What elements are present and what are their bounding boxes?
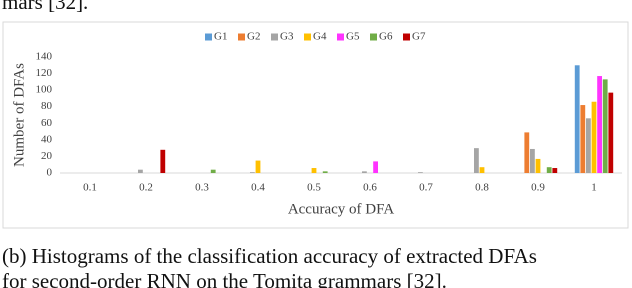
bar [535,158,541,173]
legend-label: G2 [247,31,260,43]
legend-label: G7 [412,31,426,43]
bar [524,132,530,173]
legend-swatch [370,33,377,41]
bar [255,160,261,173]
legend-swatch [238,33,245,41]
bar [530,148,535,173]
y-tick-label: 20 [41,150,53,162]
bar [591,101,597,173]
legend-swatch [403,33,410,41]
y-tick-label: 120 [36,67,53,79]
x-tick-label: 0.8 [475,182,489,194]
x-axis-label: Accuracy of DFA [288,201,395,217]
bar [546,167,552,173]
caption-line: (b) Histograms of the classification acc… [2,244,537,268]
x-tick-label: 0.5 [307,182,321,194]
bar [552,168,558,173]
bar [160,149,166,173]
bar [418,172,423,173]
bar [479,167,485,173]
bar [597,76,602,173]
legend-label: G5 [346,31,360,43]
x-tick-label: 0.3 [195,182,209,194]
y-tick-label: 60 [41,117,53,129]
bar [311,168,317,173]
bar [580,105,586,173]
y-tick-label: 100 [36,84,53,96]
bar [210,169,216,173]
bar [250,172,255,173]
legend-label: G4 [313,31,327,43]
legend-swatch [304,33,311,41]
caption-line: for second-order RNN on the Tomita gramm… [2,269,447,288]
bar [373,161,378,173]
bar [138,169,143,173]
y-tick-label: 80 [41,100,53,112]
y-tick-label: 40 [41,133,53,145]
bar [602,79,608,173]
legend-swatch [337,33,344,41]
legend-label: G6 [379,31,393,43]
x-tick-label: 0.7 [419,182,433,194]
legend-swatch [271,33,278,41]
x-tick-label: 0.6 [363,182,377,194]
x-tick-label: 1 [591,182,597,194]
x-tick-label: 0.1 [83,182,97,194]
chart-frame [2,21,629,229]
bar [474,148,479,173]
y-axis-label: Number of DFAs [11,63,27,167]
bar [362,171,367,173]
bar [608,92,614,173]
x-tick-label: 0.9 [531,182,545,194]
legend-swatch [205,33,212,41]
y-tick-label: 140 [36,51,53,63]
legend-label: G3 [280,31,294,43]
bar [322,171,328,173]
y-tick-label: 0 [47,167,53,179]
x-tick-label: 0.4 [251,182,265,194]
top-text: mars [32]. [2,0,88,14]
bar [574,65,580,173]
x-tick-label: 0.2 [139,182,153,194]
bar [586,118,591,173]
legend-label: G1 [214,31,227,43]
